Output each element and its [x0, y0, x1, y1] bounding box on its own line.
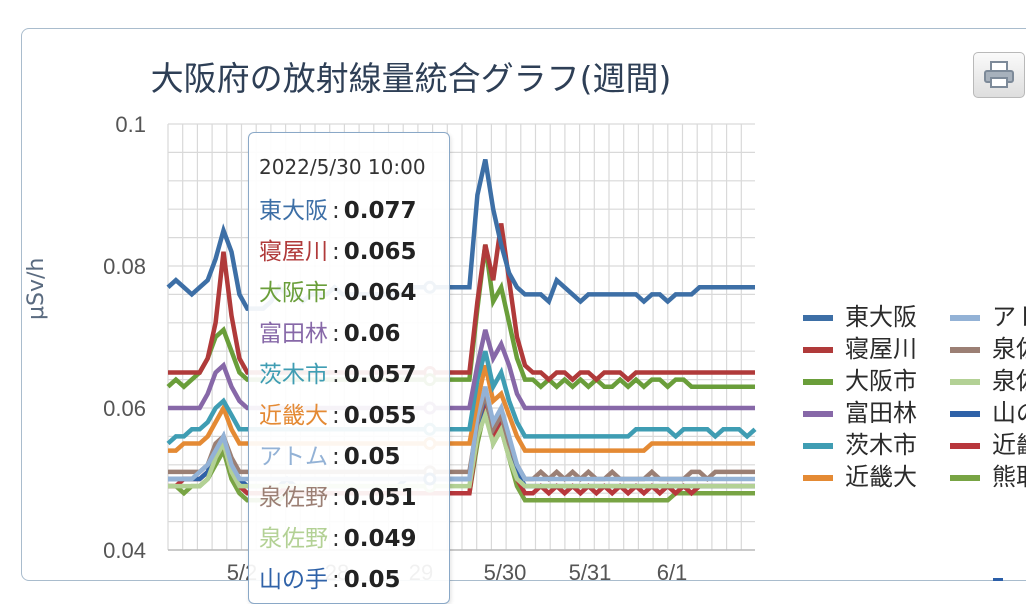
tooltip-row: 富田林:0.06 [259, 314, 401, 348]
tooltip-row: 泉佐野:0.051 [259, 478, 417, 512]
tooltip-row: アトム:0.05 [259, 437, 401, 471]
tooltip-value: 0.051 [343, 485, 417, 511]
legend-item[interactable]: 泉佐 [950, 361, 1026, 396]
legend-swatch [950, 347, 980, 353]
tooltip-series-label: 大阪市 [259, 280, 328, 306]
tooltip-series-label: 茨木市 [259, 362, 328, 388]
legend-label: 寝屋川 [845, 335, 917, 363]
tooltip-value: 0.057 [343, 362, 417, 388]
x-tick-label: 5/31 [569, 560, 612, 585]
legend-label: 泉佐 [992, 335, 1026, 363]
chart-title: 大阪府の放射線量統合グラフ(週間) [150, 59, 672, 98]
legend-swatch [803, 443, 833, 449]
legend-item[interactable]: 富田林 [803, 393, 917, 428]
legend-label: 近畿大 [845, 463, 917, 491]
tooltip-separator: : [332, 485, 340, 511]
tooltip-value: 0.055 [343, 403, 417, 429]
tooltip-series-label: 寝屋川 [259, 239, 328, 265]
tooltip-row: 東大阪:0.077 [259, 191, 417, 225]
y-tick-label: 0.04 [103, 538, 146, 563]
y-tick-label: 0.1 [115, 112, 146, 137]
printer-icon [984, 61, 1014, 88]
tooltip-series-label: 富田林 [259, 321, 328, 347]
legend-swatch [803, 315, 833, 321]
legend-swatch [950, 379, 980, 385]
tooltip-row: 近畿大:0.055 [259, 396, 417, 430]
x-tick-label: 5/30 [484, 560, 527, 585]
legend-item[interactable]: 熊取 [950, 457, 1026, 492]
legend-item[interactable]: 泉佐 [950, 329, 1026, 364]
x-tick-label: 6/1 [657, 560, 688, 585]
tooltip-value: 0.06 [343, 321, 401, 347]
tooltip-separator: : [332, 403, 340, 429]
tooltip-separator: : [332, 444, 340, 470]
legend-item[interactable]: 大阪市 [803, 361, 917, 396]
legend-item[interactable]: 近畿 [950, 425, 1026, 460]
legend-label: 富田林 [845, 399, 917, 427]
tooltip-time: 2022/5/30 10:00 [259, 155, 426, 179]
legend-item[interactable]: 東大阪 [803, 297, 917, 332]
legend-item[interactable]: 茨木市 [803, 425, 917, 460]
scroll-indicator [993, 578, 1003, 581]
tooltip-separator: : [332, 239, 340, 265]
tooltip-row: 寝屋川:0.065 [259, 232, 417, 266]
legend-swatch [803, 347, 833, 353]
tooltip-series-label: 東大阪 [259, 198, 328, 224]
legend-swatch [803, 411, 833, 417]
tooltip-row: 茨木市:0.057 [259, 355, 417, 389]
tooltip-value: 0.05 [343, 444, 401, 470]
legend-swatch [950, 411, 980, 417]
legend-label: 近畿 [992, 431, 1026, 459]
data-tooltip: 2022/5/30 10:00 東大阪:0.077 寝屋川:0.065 大阪市:0.… [248, 132, 450, 604]
tooltip-series-label: 泉佐野 [259, 485, 328, 511]
legend-label: 熊取 [992, 463, 1026, 491]
y-tick-label: 0.06 [103, 396, 146, 421]
legend-swatch [803, 379, 833, 385]
tooltip-separator: : [332, 198, 340, 224]
legend-item[interactable]: アト [950, 297, 1026, 332]
tooltip-row: 泉佐野:0.049 [259, 519, 417, 553]
tooltip-series-label: 泉佐野 [259, 526, 328, 552]
legend-label: 泉佐 [992, 367, 1026, 395]
tooltip-separator: : [332, 567, 340, 593]
tooltip-value: 0.049 [343, 526, 417, 552]
legend-label: 大阪市 [845, 367, 917, 395]
legend-swatch [950, 475, 980, 481]
tooltip-separator: : [332, 321, 340, 347]
tooltip-value: 0.065 [343, 239, 417, 265]
tooltip-separator: : [332, 280, 340, 306]
print-button[interactable] [973, 52, 1025, 98]
legend-item[interactable]: 近畿大 [803, 457, 917, 492]
tooltip-row: 大阪市:0.064 [259, 273, 417, 307]
legend-label: アト [992, 303, 1026, 331]
legend-label: 山の [992, 399, 1026, 427]
line-chart: 0.10.080.060.045/228295/305/316/1 [103, 112, 757, 585]
legend-item[interactable]: 寝屋川 [803, 329, 917, 364]
tooltip-value: 0.077 [343, 198, 417, 224]
tooltip-series-label: 近畿大 [259, 403, 328, 429]
tooltip-value: 0.05 [343, 567, 401, 593]
y-tick-label: 0.08 [103, 254, 146, 279]
tooltip-series-label: 山の手 [259, 567, 328, 593]
tooltip-value: 0.064 [343, 280, 417, 306]
legend-swatch [950, 443, 980, 449]
legend-label: 東大阪 [845, 303, 917, 331]
legend-swatch [803, 475, 833, 481]
tooltip-separator: : [332, 526, 340, 552]
tooltip-separator: : [332, 362, 340, 388]
tooltip-series-label: アトム [259, 444, 328, 470]
legend-label: 茨木市 [845, 431, 917, 459]
legend-item[interactable]: 山の [950, 393, 1026, 428]
legend-swatch [950, 315, 980, 321]
